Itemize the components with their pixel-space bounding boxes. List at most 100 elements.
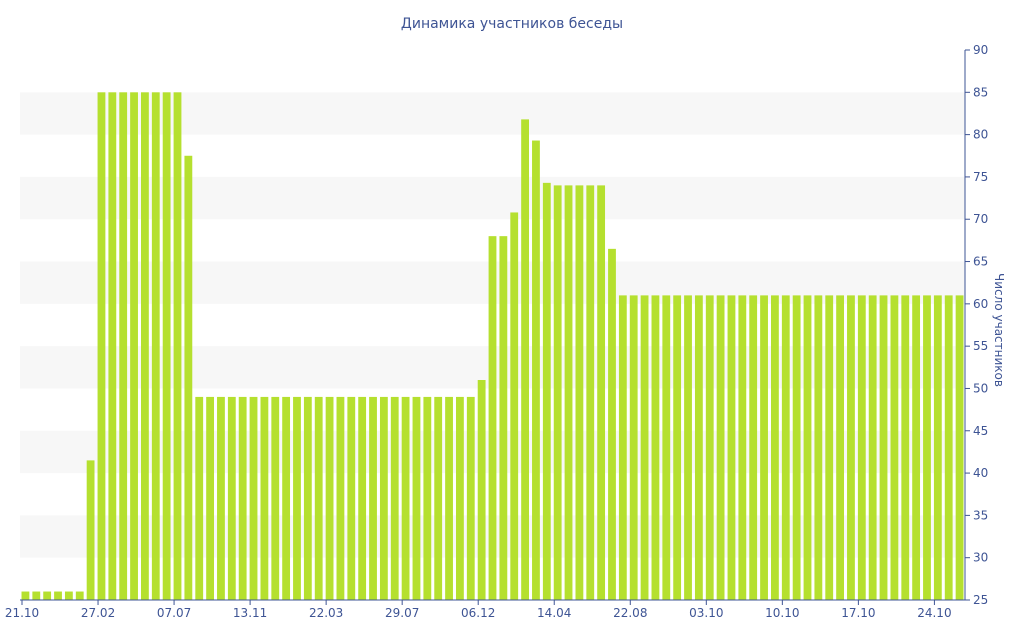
bar — [456, 396, 464, 600]
bar — [879, 295, 888, 600]
bar — [434, 396, 443, 600]
bar — [597, 185, 606, 600]
bar — [227, 396, 236, 600]
x-tick-label: 17.10 — [841, 606, 875, 620]
bar — [97, 92, 106, 600]
bar — [119, 92, 128, 600]
y-tick-label: 70 — [973, 212, 988, 226]
bar — [825, 295, 834, 600]
x-tick-label: 27.02 — [81, 606, 115, 620]
bar — [673, 295, 682, 600]
bar — [445, 396, 453, 600]
bar — [792, 295, 801, 600]
bar — [54, 591, 62, 600]
bar — [173, 92, 182, 600]
bar — [553, 185, 562, 600]
x-tick-label: 06.12 — [461, 606, 495, 620]
bar — [293, 396, 301, 600]
bar-series — [21, 92, 964, 601]
bar — [694, 295, 703, 600]
axes — [20, 50, 966, 601]
bar — [499, 236, 508, 600]
bar — [890, 295, 899, 600]
bar — [955, 295, 964, 600]
bar — [325, 396, 334, 600]
x-tick-label: 22.03 — [309, 606, 343, 620]
bar — [542, 182, 551, 600]
bar — [749, 295, 758, 600]
y-tick-label: 50 — [973, 381, 988, 395]
bar — [21, 591, 30, 600]
y-tick-label: 55 — [973, 339, 988, 353]
bar — [412, 396, 421, 600]
bar — [857, 295, 866, 600]
x-tick-label: 24.10 — [917, 606, 951, 620]
x-axis-ticks: 21.10 27.02 07.07 13.11 22.03 29.07 06.12 14.04… — [5, 600, 952, 620]
bar — [760, 295, 768, 600]
bar — [564, 185, 573, 600]
bar — [781, 295, 790, 600]
y-axis-title: Число участников — [992, 273, 1006, 387]
x-tick-label: 14.04 — [537, 606, 571, 620]
bar — [162, 92, 171, 600]
bar — [532, 140, 540, 601]
bar — [510, 212, 519, 600]
bar — [75, 591, 84, 600]
bar — [195, 396, 204, 600]
y-axis-ticks: 25 30 35 40 45 50 55 60 65 70 75 80 85 90 — [965, 43, 988, 607]
bar — [64, 591, 73, 600]
bar — [640, 295, 649, 600]
bar — [390, 396, 399, 600]
bar — [586, 185, 595, 600]
bar — [944, 295, 953, 600]
bar — [575, 185, 584, 600]
x-tick-label: 29.07 — [385, 606, 419, 620]
y-tick-label: 45 — [973, 424, 988, 438]
bar — [206, 396, 214, 600]
bar — [86, 460, 95, 600]
bar — [184, 155, 193, 600]
bar — [141, 92, 149, 600]
bar — [358, 396, 367, 600]
y-tick-label: 40 — [973, 466, 988, 480]
bar — [705, 295, 714, 600]
bar — [379, 396, 388, 600]
y-tick-label: 60 — [973, 297, 988, 311]
bar — [314, 396, 323, 600]
bar — [217, 396, 225, 600]
bar — [738, 295, 747, 600]
y-tick-label: 85 — [973, 85, 988, 99]
bar — [662, 295, 671, 600]
bar — [684, 295, 692, 600]
y-tick-label: 30 — [973, 551, 988, 565]
bar — [303, 396, 312, 600]
bar — [912, 295, 921, 600]
bar — [651, 295, 660, 600]
bar — [521, 119, 529, 600]
bar — [836, 295, 844, 600]
bar — [249, 396, 258, 600]
bar — [608, 248, 616, 600]
x-tick-label: 22.08 — [613, 606, 647, 620]
x-tick-label: 07.07 — [157, 606, 191, 620]
bar — [423, 396, 432, 600]
bar — [847, 295, 855, 600]
bar — [282, 396, 291, 600]
bar — [629, 295, 638, 600]
bar — [488, 236, 497, 600]
x-tick-label: 03.10 — [689, 606, 723, 620]
bar — [401, 396, 410, 600]
bar — [716, 295, 725, 600]
y-tick-label: 35 — [973, 508, 988, 522]
bar — [466, 396, 475, 600]
x-tick-label: 13.11 — [233, 606, 267, 620]
chart-title: Динамика участников беседы — [401, 16, 623, 32]
y-tick-label: 65 — [973, 255, 988, 269]
bar — [618, 295, 627, 600]
y-tick-label: 25 — [973, 593, 988, 607]
y-tick-label: 80 — [973, 128, 988, 142]
bar — [933, 295, 942, 600]
bar — [336, 396, 345, 600]
